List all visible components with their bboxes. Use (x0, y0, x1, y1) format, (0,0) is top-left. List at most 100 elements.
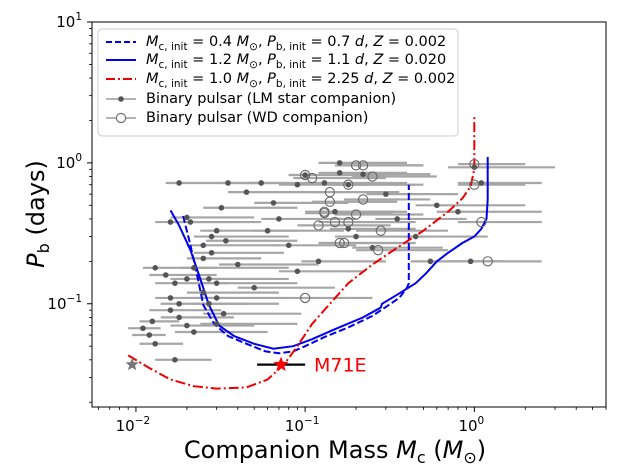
track-line-1 (182, 184, 410, 355)
wd-point (350, 160, 362, 171)
lm-point (149, 318, 156, 325)
wd-point (469, 179, 480, 190)
legend-label-wd: Binary pulsar (WD companion) (146, 110, 368, 126)
lm-point (412, 233, 419, 240)
lm-point (206, 276, 212, 282)
gray-star-marker (125, 357, 139, 371)
lm-point (345, 226, 352, 232)
wd-point (375, 225, 386, 236)
lm-point (455, 208, 461, 215)
y-axis-ticks: 10−1 100 101 (47, 11, 92, 403)
lm-point (336, 170, 343, 176)
y-tick-label: 10−1 (47, 293, 82, 313)
lm-point (167, 295, 174, 301)
lm-point (167, 307, 174, 314)
legend: Mc, init = 0.4 M⊙, Pb, init = 0.7 d, Z =… (97, 28, 459, 137)
lm-point (184, 276, 190, 282)
lm-point (162, 272, 169, 278)
lm-point (353, 233, 359, 240)
wd-point (357, 194, 369, 205)
lm-point (433, 202, 440, 209)
plot-frame (91, 21, 607, 408)
lm-point (336, 160, 343, 166)
wd-point (334, 237, 345, 249)
wd-point (350, 209, 362, 220)
lm-point (213, 295, 220, 301)
lm-point (152, 264, 159, 271)
lm-point (270, 200, 277, 206)
axis-labels: Companion Mass Mc (M⊙) Pb (days) (22, 160, 486, 467)
lm-point (220, 310, 227, 317)
legend-label-track-3: Mc, init = 1.0 M⊙, Pb, init = 2.25 d, Z … (146, 71, 455, 90)
lm-point (235, 261, 241, 268)
pulsar-points (125, 158, 493, 371)
lm-point (167, 219, 174, 225)
wd-point (319, 206, 330, 217)
wd-point (482, 256, 493, 267)
lm-point (187, 219, 194, 225)
lm-point (294, 181, 301, 188)
y-tick-label: 100 (56, 152, 82, 172)
lm-point (176, 180, 182, 186)
lm-point (223, 237, 229, 244)
lm-point (285, 242, 292, 249)
lm-point (152, 340, 159, 347)
lm-point (276, 216, 282, 222)
lm-point (208, 249, 215, 256)
lm-point (315, 258, 322, 265)
x-tick-label: 10−1 (285, 415, 320, 435)
wd-point (476, 216, 487, 228)
lm-point (200, 289, 207, 296)
wd-point (313, 220, 324, 231)
lm-point (146, 332, 153, 338)
lm-point (243, 189, 250, 195)
lm-point (478, 180, 485, 186)
m71e-group: M71E (257, 355, 367, 377)
wd-point (343, 179, 354, 190)
lm-point (184, 322, 190, 329)
lm-point (176, 300, 182, 307)
lm-point (206, 300, 212, 307)
evolution-tracks (127, 114, 489, 390)
lm-point (471, 164, 478, 171)
wd-point (469, 158, 480, 170)
lm-point (383, 191, 389, 197)
lm-point (294, 268, 301, 275)
lm-point (191, 329, 197, 335)
legend-swatch-lm-dot (118, 96, 124, 102)
x-axis-ticks: 10−2 10−1 100 (97, 407, 607, 435)
lm-point (225, 180, 231, 186)
track-line-3 (127, 114, 476, 390)
m71e-label: M71E (314, 355, 367, 377)
track-line-2 (169, 157, 489, 350)
legend-swatch-wd-circle (115, 112, 127, 124)
lm-point (213, 227, 220, 234)
legend-label-track-1: Mc, init = 0.4 M⊙, Pb, init = 0.7 d, Z =… (146, 34, 446, 53)
lm-point (140, 325, 146, 332)
lm-point (394, 216, 400, 222)
legend-box (97, 28, 459, 137)
lm-point (321, 180, 328, 186)
lm-point (345, 181, 352, 188)
lm-point (218, 204, 225, 211)
x-tick-label: 100 (458, 415, 484, 435)
wd-point (299, 169, 311, 181)
wd-point (306, 172, 318, 184)
lm-point (264, 227, 271, 234)
legend-label-lm: Binary pulsar (LM star companion) (146, 91, 396, 107)
wd-point (367, 171, 378, 182)
lm-point (360, 171, 366, 178)
wd-point (324, 196, 336, 207)
lm-point (258, 180, 265, 186)
lm-point (200, 255, 207, 262)
lm-point (332, 208, 338, 215)
x-axis-label: Companion Mass Mc (M⊙) (184, 436, 486, 467)
lm-point (191, 264, 197, 271)
lm-point (208, 233, 215, 240)
wd-point (357, 160, 369, 171)
gray-error-bars (128, 161, 556, 361)
legend-label-track-2: Mc, init = 1.2 M⊙, Pb, init = 1.1 d, Z =… (146, 52, 446, 71)
y-tick-label: 101 (56, 11, 82, 31)
y-axis-label: Pb (days) (22, 160, 53, 268)
